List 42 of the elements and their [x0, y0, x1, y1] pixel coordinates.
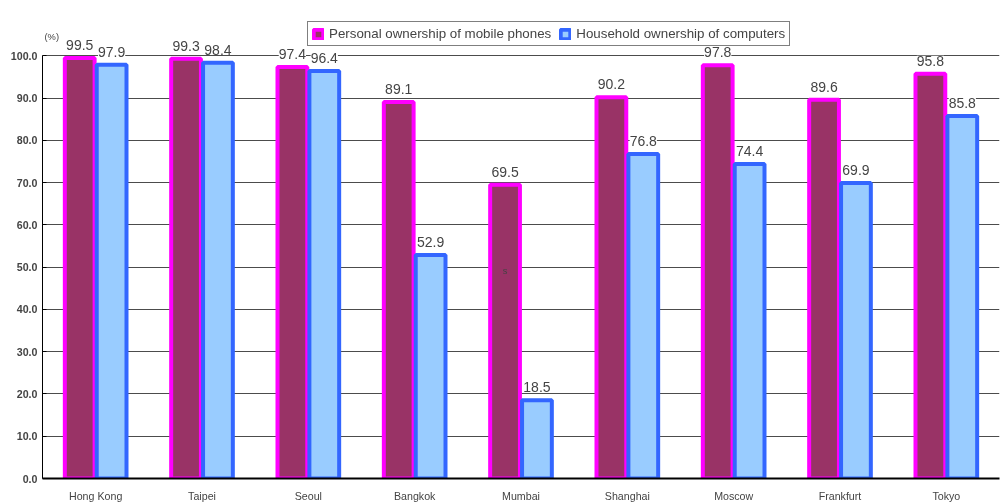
y-tick-label: 0.0: [22, 472, 38, 485]
y-tick-label: 50.0: [16, 261, 38, 274]
y-axis-title: (%): [44, 31, 60, 42]
data-label: 74.4: [735, 143, 764, 160]
y-tick-label: 70.0: [16, 176, 38, 189]
y-tick-label: 40.0: [16, 303, 38, 316]
data-label: 98.4: [204, 41, 232, 58]
data-label: 99.5: [66, 37, 94, 53]
x-tick-label: Mumbai: [502, 489, 540, 502]
x-tick-label: Hong Kong: [69, 489, 123, 502]
data-label: 97.8: [704, 44, 732, 61]
data-label: 85.8: [948, 94, 977, 111]
x-tick-label: Tokyo: [932, 489, 961, 502]
y-tick-label: 60.0: [16, 218, 38, 231]
data-label: 97.9: [97, 43, 126, 60]
y-tick-label: 90.0: [16, 92, 38, 105]
data-label: 96.4: [310, 50, 339, 67]
y-tick-label: 10.0: [16, 430, 38, 443]
x-tick-label: Seoul: [294, 489, 322, 502]
legend-label: Personal ownership of mobile phones: [329, 26, 552, 41]
data-label: 97.4: [278, 45, 307, 62]
x-tick-label: Moscow: [714, 489, 754, 502]
x-tick-label: Shanghai: [604, 489, 650, 502]
x-tick-label: Taipei: [188, 489, 216, 502]
data-label: 95.8: [916, 52, 945, 69]
x-tick-label: Bangkok: [393, 489, 437, 502]
data-label: 76.8: [629, 132, 658, 149]
data-label: 90.2: [597, 76, 626, 93]
y-tick-label: 100.0: [10, 49, 38, 62]
x-tick-label: Frankfurt: [818, 489, 862, 502]
data-label: 89.1: [385, 80, 413, 97]
legend-label: Household ownership of computers: [576, 26, 786, 41]
y-tick-label: 80.0: [16, 134, 38, 147]
y-tick-label: 20.0: [16, 387, 38, 400]
data-label: 18.5: [523, 379, 551, 396]
data-label: 89.6: [810, 78, 838, 95]
data-label: 69.9: [842, 162, 870, 179]
data-label: 69.5: [491, 163, 519, 180]
y-tick-label: 30.0: [16, 345, 38, 358]
data-label: 99.3: [172, 37, 200, 54]
annotation: s: [502, 266, 508, 277]
data-label: 52.9: [416, 233, 445, 250]
